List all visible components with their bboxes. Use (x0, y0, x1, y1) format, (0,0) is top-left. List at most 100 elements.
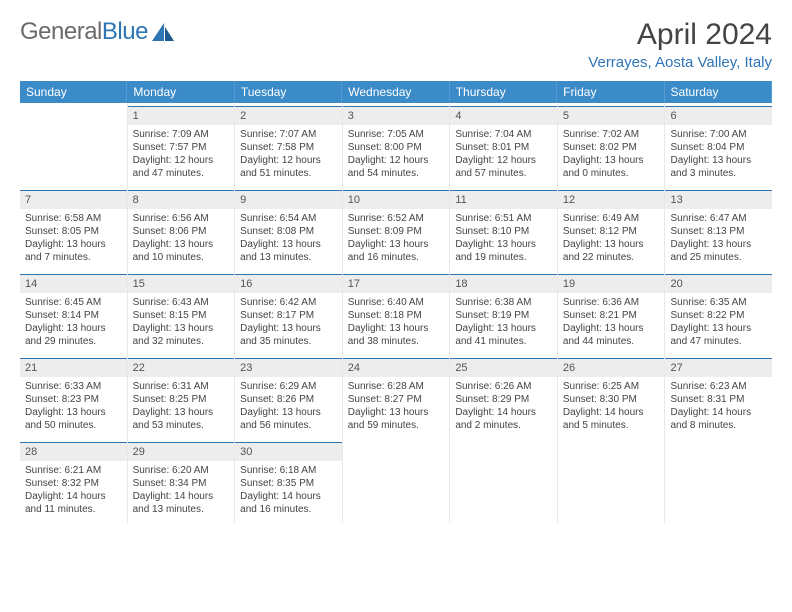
sunset-line: Sunset: 8:21 PM (563, 309, 660, 322)
calendar-page: GeneralBlue April 2024 Verrayes, Aosta V… (0, 0, 792, 541)
daylight-line-1: Daylight: 14 hours (25, 490, 122, 503)
day-cell: 13Sunrise: 6:47 AMSunset: 8:13 PMDayligh… (665, 187, 772, 271)
daylight-line-2: and 47 minutes. (133, 167, 230, 180)
sunset-line: Sunset: 8:25 PM (133, 393, 230, 406)
daylight-line-2: and 54 minutes. (348, 167, 445, 180)
day-cell: 27Sunrise: 6:23 AMSunset: 8:31 PMDayligh… (665, 355, 772, 439)
day-cell: 1Sunrise: 7:09 AMSunset: 7:57 PMDaylight… (128, 103, 236, 187)
day-cell (343, 439, 451, 523)
day-cell: 14Sunrise: 6:45 AMSunset: 8:14 PMDayligh… (20, 271, 128, 355)
weekday-header-cell: Monday (127, 81, 234, 103)
daylight-line-1: Daylight: 13 hours (25, 406, 122, 419)
title-block: April 2024 Verrayes, Aosta Valley, Italy (588, 18, 772, 71)
day-cell: 11Sunrise: 6:51 AMSunset: 8:10 PMDayligh… (450, 187, 558, 271)
daylight-line-2: and 59 minutes. (348, 419, 445, 432)
day-number: 6 (665, 106, 772, 125)
daylight-line-1: Daylight: 13 hours (25, 238, 122, 251)
daylight-line-1: Daylight: 14 hours (455, 406, 552, 419)
sunset-line: Sunset: 8:13 PM (670, 225, 767, 238)
day-number: 24 (343, 358, 450, 377)
sunrise-line: Sunrise: 6:28 AM (348, 380, 445, 393)
sunset-line: Sunset: 8:31 PM (670, 393, 767, 406)
day-number: 13 (665, 190, 772, 209)
sunset-line: Sunset: 8:09 PM (348, 225, 445, 238)
day-cell: 25Sunrise: 6:26 AMSunset: 8:29 PMDayligh… (450, 355, 558, 439)
week-row: 28Sunrise: 6:21 AMSunset: 8:32 PMDayligh… (20, 439, 772, 523)
sunrise-line: Sunrise: 7:02 AM (563, 128, 660, 141)
day-cell: 10Sunrise: 6:52 AMSunset: 8:09 PMDayligh… (343, 187, 451, 271)
sunset-line: Sunset: 8:27 PM (348, 393, 445, 406)
sunrise-line: Sunrise: 7:07 AM (240, 128, 337, 141)
sunset-line: Sunset: 8:29 PM (455, 393, 552, 406)
sunset-line: Sunset: 8:35 PM (240, 477, 337, 490)
daylight-line-1: Daylight: 13 hours (563, 154, 660, 167)
week-row: 14Sunrise: 6:45 AMSunset: 8:14 PMDayligh… (20, 271, 772, 355)
week-row: 1Sunrise: 7:09 AMSunset: 7:57 PMDaylight… (20, 103, 772, 187)
daylight-line-1: Daylight: 13 hours (240, 406, 337, 419)
sunrise-line: Sunrise: 6:21 AM (25, 464, 122, 477)
daylight-line-1: Daylight: 13 hours (670, 238, 767, 251)
day-cell: 6Sunrise: 7:00 AMSunset: 8:04 PMDaylight… (665, 103, 772, 187)
day-number: 21 (20, 358, 127, 377)
daylight-line-1: Daylight: 13 hours (563, 322, 660, 335)
daylight-line-2: and 16 minutes. (240, 503, 337, 516)
day-cell (665, 439, 772, 523)
day-number: 5 (558, 106, 665, 125)
sunset-line: Sunset: 8:34 PM (133, 477, 230, 490)
daylight-line-1: Daylight: 13 hours (240, 238, 337, 251)
sunrise-line: Sunrise: 7:05 AM (348, 128, 445, 141)
day-cell: 28 Sunrise: 6:21 AMSunset: 8:32 PMDayligh… (20, 439, 128, 523)
sunset-line: Sunset: 8:32 PM (25, 477, 122, 490)
daylight-line-2: and 47 minutes. (670, 335, 767, 348)
day-number: 28 (20, 442, 127, 461)
day-cell: 15Sunrise: 6:43 AMSunset: 8:15 PMDayligh… (128, 271, 236, 355)
sunrise-line: Sunrise: 6:45 AM (25, 296, 122, 309)
calendar: SundayMondayTuesdayWednesdayThursdayFrid… (20, 81, 772, 523)
logo-text: GeneralBlue (20, 18, 148, 46)
sunset-line: Sunset: 8:12 PM (563, 225, 660, 238)
daylight-line-1: Daylight: 13 hours (455, 322, 552, 335)
daylight-line-2: and 25 minutes. (670, 251, 767, 264)
day-cell: 18Sunrise: 6:38 AMSunset: 8:19 PMDayligh… (450, 271, 558, 355)
daylight-line-2: and 41 minutes. (455, 335, 552, 348)
month-title: April 2024 (588, 18, 772, 52)
daylight-line-1: Daylight: 13 hours (133, 406, 230, 419)
daylight-line-2: and 38 minutes. (348, 335, 445, 348)
sunrise-line: Sunrise: 7:09 AM (133, 128, 230, 141)
daylight-line-1: Daylight: 14 hours (563, 406, 660, 419)
week-row: 7Sunrise: 6:58 AMSunset: 8:05 PMDaylight… (20, 187, 772, 271)
logo-word-1: General (20, 18, 102, 45)
daylight-line-2: and 2 minutes. (455, 419, 552, 432)
day-cell: 30Sunrise: 6:18 AMSunset: 8:35 PMDayligh… (235, 439, 343, 523)
day-cell (450, 439, 558, 523)
daylight-line-2: and 32 minutes. (133, 335, 230, 348)
sail-icon (150, 21, 176, 43)
daylight-line-1: Daylight: 14 hours (240, 490, 337, 503)
weekday-header-cell: Sunday (20, 81, 127, 103)
daylight-line-2: and 56 minutes. (240, 419, 337, 432)
daylight-line-1: Daylight: 13 hours (25, 322, 122, 335)
daylight-line-2: and 19 minutes. (455, 251, 552, 264)
day-number: 17 (343, 274, 450, 293)
sunset-line: Sunset: 8:10 PM (455, 225, 552, 238)
day-number: 10 (343, 190, 450, 209)
daylight-line-2: and 0 minutes. (563, 167, 660, 180)
day-cell: 19Sunrise: 6:36 AMSunset: 8:21 PMDayligh… (558, 271, 666, 355)
sunset-line: Sunset: 8:14 PM (25, 309, 122, 322)
weekday-header-row: SundayMondayTuesdayWednesdayThursdayFrid… (20, 81, 772, 103)
weekday-header-cell: Saturday (665, 81, 772, 103)
sunset-line: Sunset: 8:23 PM (25, 393, 122, 406)
sunrise-line: Sunrise: 6:29 AM (240, 380, 337, 393)
daylight-line-1: Daylight: 13 hours (563, 238, 660, 251)
day-number: 16 (235, 274, 342, 293)
daylight-line-2: and 11 minutes. (25, 503, 122, 516)
day-number: 30 (235, 442, 342, 461)
daylight-line-1: Daylight: 13 hours (133, 322, 230, 335)
day-number: 7 (20, 190, 127, 209)
daylight-line-1: Daylight: 13 hours (348, 238, 445, 251)
sunrise-line: Sunrise: 6:42 AM (240, 296, 337, 309)
daylight-line-2: and 13 minutes. (133, 503, 230, 516)
sunset-line: Sunset: 8:17 PM (240, 309, 337, 322)
day-number: 1 (128, 106, 235, 125)
sunset-line: Sunset: 8:08 PM (240, 225, 337, 238)
